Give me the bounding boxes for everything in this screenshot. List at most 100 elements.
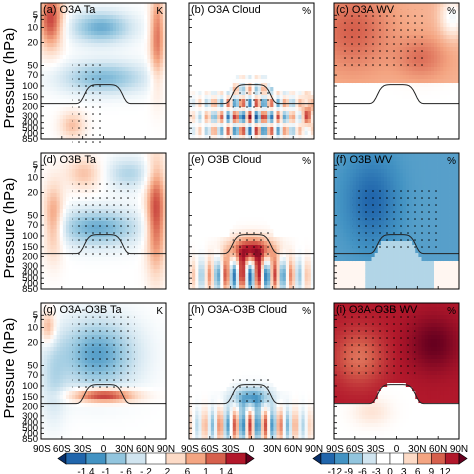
heatmap-cell	[103, 127, 107, 132]
heatmap-cell	[69, 91, 73, 96]
heatmap-cell	[402, 3, 407, 8]
heatmap-cell	[421, 75, 425, 80]
heatmap-cell	[192, 95, 196, 100]
heatmap-cell	[449, 91, 454, 96]
heatmap-cell	[189, 31, 193, 36]
heatmap-cell	[47, 269, 51, 274]
heatmap-cell	[62, 67, 67, 72]
heatmap-cell	[337, 19, 341, 24]
heatmap-cell	[257, 63, 262, 68]
heatmap-cell	[239, 39, 243, 44]
heatmap-cell	[276, 3, 280, 8]
heatmap-cell	[251, 11, 255, 16]
heatmap-cell	[337, 31, 341, 36]
heatmap-cell	[69, 47, 73, 52]
heatmap-cell	[446, 119, 450, 124]
heatmap-cell	[393, 127, 397, 132]
heatmap-cell	[337, 111, 341, 116]
heatmap-cell	[125, 43, 129, 48]
heatmap-cell	[50, 23, 54, 28]
heatmap-cell	[50, 205, 54, 210]
heatmap-cell	[204, 7, 209, 12]
heatmap-cell	[44, 249, 48, 254]
heatmap-cell	[310, 123, 315, 128]
heatmap-cell	[66, 181, 70, 186]
heatmap-cell	[204, 79, 209, 84]
heatmap-cell	[267, 3, 271, 8]
heatmap-cell	[59, 99, 64, 104]
heatmap-cell	[134, 3, 139, 8]
heatmap-cell	[276, 11, 280, 16]
heatmap-cell	[390, 135, 394, 140]
heatmap-cell	[251, 111, 255, 116]
heatmap-cell	[94, 47, 98, 52]
heatmap-cell	[217, 103, 221, 108]
heatmap-cell	[346, 107, 350, 112]
heatmap-cell	[285, 95, 290, 100]
heatmap-cell	[282, 35, 287, 40]
heatmap-cell	[334, 43, 338, 48]
heatmap-cell	[75, 169, 79, 174]
heatmap-cell	[109, 47, 114, 52]
heatmap-cell	[399, 7, 404, 12]
heatmap-cell	[195, 119, 199, 124]
heatmap-cell	[346, 127, 350, 132]
heatmap-cell	[427, 63, 432, 68]
heatmap-cell	[251, 67, 255, 72]
heatmap-cell	[47, 79, 51, 84]
heatmap-cell	[418, 99, 422, 104]
heatmap-cell	[437, 31, 441, 36]
heatmap-cell	[69, 7, 73, 12]
heatmap-cell	[270, 87, 274, 92]
heatmap-cell	[97, 47, 101, 52]
heatmap-cell	[359, 123, 363, 128]
heatmap-cell	[349, 71, 354, 76]
heatmap-cell	[87, 51, 92, 56]
heatmap-cell	[437, 87, 441, 92]
heatmap-cell	[260, 55, 265, 60]
heatmap-cell	[119, 79, 123, 84]
heatmap-cell	[276, 31, 280, 36]
heatmap-cell	[365, 83, 369, 88]
heatmap-cell	[449, 51, 454, 56]
heatmap-cell	[390, 119, 394, 124]
heatmap-cell	[94, 15, 98, 20]
heatmap-cell	[310, 103, 315, 108]
heatmap-cell	[192, 31, 196, 36]
heatmap-cell	[437, 79, 441, 84]
heatmap-cell	[128, 95, 132, 100]
heatmap-cell	[119, 123, 123, 128]
heatmap-cell	[446, 19, 450, 24]
heatmap-cell	[44, 185, 48, 190]
heatmap-cell	[254, 3, 259, 8]
heatmap-cell	[106, 131, 111, 136]
heatmap-cell	[292, 115, 296, 120]
heatmap-cell	[207, 15, 212, 20]
panel-1: (a) O3A Ta K57102050701001502003004005007…	[22, 2, 167, 146]
heatmap-cell	[78, 51, 82, 56]
heatmap-cell	[69, 225, 73, 230]
heatmap-cell	[446, 111, 450, 116]
heatmap-cell	[198, 43, 202, 48]
heatmap-cell	[53, 67, 57, 72]
heatmap-cell	[340, 7, 344, 12]
heatmap-cell	[257, 55, 262, 60]
heatmap-cell	[267, 115, 271, 120]
heatmap-cell	[156, 71, 161, 76]
heatmap-cell	[273, 63, 277, 68]
heatmap-cell	[66, 185, 70, 190]
heatmap-cell	[56, 59, 61, 64]
heatmap-cell	[337, 123, 341, 128]
heatmap-cell	[337, 135, 341, 140]
heatmap-cell	[81, 11, 86, 16]
heatmap-cell	[112, 59, 117, 64]
heatmap-cell	[260, 107, 265, 112]
heatmap-cell	[81, 277, 86, 282]
heatmap-cell	[131, 55, 136, 60]
heatmap-cell	[440, 35, 444, 40]
heatmap-cell	[50, 157, 54, 162]
heatmap-cell	[195, 15, 199, 20]
heatmap-cell	[390, 75, 394, 80]
heatmap-cell	[405, 75, 410, 80]
heatmap-cell	[159, 51, 164, 56]
